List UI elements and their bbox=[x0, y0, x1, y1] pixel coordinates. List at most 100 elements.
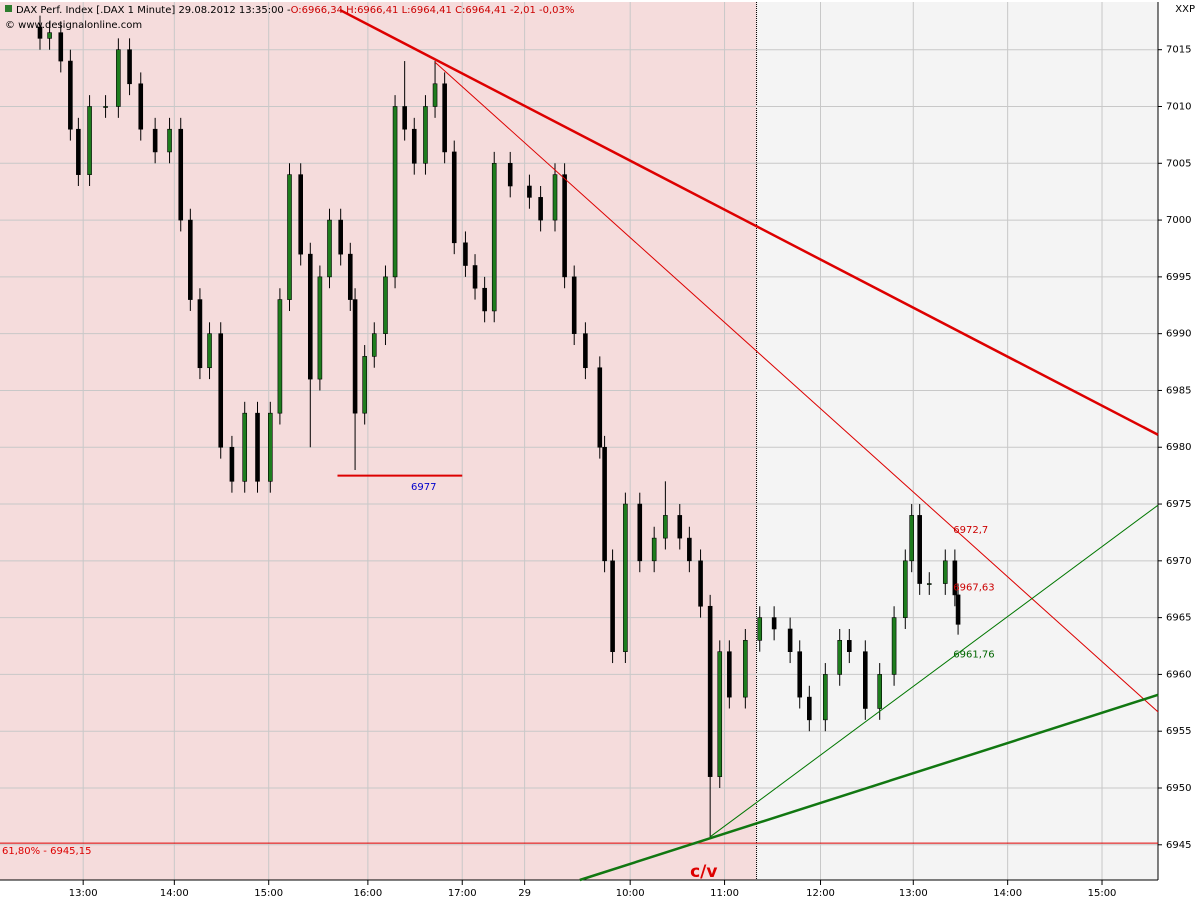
y-tick-label: 6980 bbox=[1166, 442, 1191, 453]
x-tick-label: 14:00 bbox=[993, 888, 1022, 899]
candle-body bbox=[926, 583, 932, 585]
candle-body bbox=[917, 515, 922, 584]
candle-body bbox=[727, 651, 732, 698]
x-tick-label: 11:00 bbox=[710, 888, 739, 899]
annotation: c/v bbox=[690, 862, 717, 882]
x-tick-label: 17:00 bbox=[448, 888, 477, 899]
candle-body bbox=[863, 651, 868, 709]
y-tick-label: 6960 bbox=[1166, 669, 1191, 680]
y-tick-label: 6965 bbox=[1166, 613, 1191, 624]
candle-body bbox=[442, 83, 447, 153]
candle-body bbox=[307, 253, 313, 380]
x-tick-label: 13:00 bbox=[69, 888, 98, 899]
annotation: 6961,76 bbox=[953, 649, 994, 660]
candle-body bbox=[402, 106, 407, 130]
candle-body bbox=[527, 185, 532, 198]
y-tick-label: 7000 bbox=[1166, 215, 1191, 226]
x-tick-label: 14:00 bbox=[160, 888, 189, 899]
trend-line bbox=[434, 61, 1159, 713]
candle-body bbox=[637, 503, 643, 562]
candle-body bbox=[562, 174, 567, 278]
candle-body bbox=[955, 594, 961, 625]
candle-body bbox=[847, 640, 852, 652]
candle-body bbox=[197, 299, 203, 369]
candle-body bbox=[47, 32, 52, 39]
annotation: 6977 bbox=[411, 482, 436, 493]
candle-body bbox=[717, 651, 723, 777]
candle-body bbox=[287, 174, 292, 300]
candle-body bbox=[463, 242, 468, 266]
retracement-label: 61,80% - 6945,15 bbox=[2, 846, 91, 857]
candle-body bbox=[152, 128, 158, 153]
x-tick-label: 12:00 bbox=[806, 888, 835, 899]
candle-body bbox=[37, 26, 43, 39]
candle-body bbox=[268, 412, 273, 482]
y-tick-label: 6945 bbox=[1166, 840, 1191, 851]
candle-body bbox=[371, 333, 377, 357]
candle-body bbox=[538, 197, 543, 221]
candle-body bbox=[491, 162, 497, 312]
candle-body bbox=[623, 503, 628, 652]
x-tick-label: 16:00 bbox=[353, 888, 382, 899]
x-tick-label: 10:00 bbox=[616, 888, 645, 899]
candle-body bbox=[583, 333, 588, 369]
trend-line bbox=[579, 693, 1159, 882]
candle-body bbox=[392, 106, 398, 278]
annotation: 6972,7 bbox=[953, 525, 988, 536]
candle-body bbox=[807, 696, 812, 721]
candle-body bbox=[942, 560, 948, 584]
candle-body bbox=[507, 162, 513, 187]
candle-body bbox=[103, 106, 108, 108]
y-tick-label: 6990 bbox=[1166, 329, 1191, 340]
candle-body bbox=[218, 333, 224, 448]
candle-body bbox=[138, 83, 144, 130]
candle-body bbox=[207, 333, 212, 369]
candle-body bbox=[298, 174, 303, 255]
y-tick-label: 6970 bbox=[1166, 556, 1191, 567]
candle-body bbox=[677, 515, 683, 539]
candle-body bbox=[757, 617, 763, 641]
y-tick-label: 6995 bbox=[1166, 272, 1191, 283]
header-values: O:6966,34 H:6966,41 L:6964,41 C:6964,41 … bbox=[291, 5, 575, 16]
candle-body bbox=[362, 356, 367, 414]
candle-body bbox=[229, 446, 235, 482]
candle-body bbox=[787, 628, 793, 652]
candle-body bbox=[687, 537, 692, 562]
trend-line bbox=[709, 504, 1159, 838]
candle-body bbox=[902, 560, 908, 618]
candle-body bbox=[178, 128, 184, 221]
candle-body bbox=[610, 560, 615, 652]
candle-body bbox=[482, 287, 487, 312]
candle-body bbox=[909, 515, 914, 562]
y-tick-label: 7005 bbox=[1166, 158, 1191, 169]
candle-body bbox=[451, 151, 457, 244]
candle-body bbox=[127, 49, 132, 85]
candle-body bbox=[116, 49, 121, 107]
annotation: 6967,63 bbox=[953, 583, 994, 594]
candle-body bbox=[952, 560, 958, 596]
y-tick-label: 7015 bbox=[1166, 45, 1191, 56]
candle-body bbox=[383, 276, 388, 334]
candle-body bbox=[188, 219, 193, 300]
x-tick-label: 15:00 bbox=[254, 888, 283, 899]
candle-body bbox=[167, 128, 172, 153]
y-tick-label: 6955 bbox=[1166, 726, 1191, 737]
candle-body bbox=[423, 106, 428, 164]
candle-body bbox=[707, 605, 713, 777]
candle-body bbox=[797, 651, 803, 698]
x-tick-label: 15:00 bbox=[1088, 888, 1117, 899]
candle-body bbox=[76, 128, 81, 175]
candle-body bbox=[837, 640, 843, 675]
candle-body bbox=[771, 617, 777, 630]
candle-body bbox=[338, 219, 343, 255]
candle-body bbox=[68, 60, 73, 130]
highlight-region bbox=[0, 2, 757, 880]
candle-body bbox=[597, 367, 603, 448]
y-tick-label: 7010 bbox=[1166, 101, 1191, 112]
candle-body bbox=[698, 560, 703, 607]
x-tick-label: 29 bbox=[518, 888, 531, 899]
copyright: © www.designalonline.com bbox=[5, 20, 142, 31]
x-tick-label: 13:00 bbox=[899, 888, 928, 899]
candle-body bbox=[552, 174, 558, 221]
candle-body bbox=[352, 299, 358, 414]
